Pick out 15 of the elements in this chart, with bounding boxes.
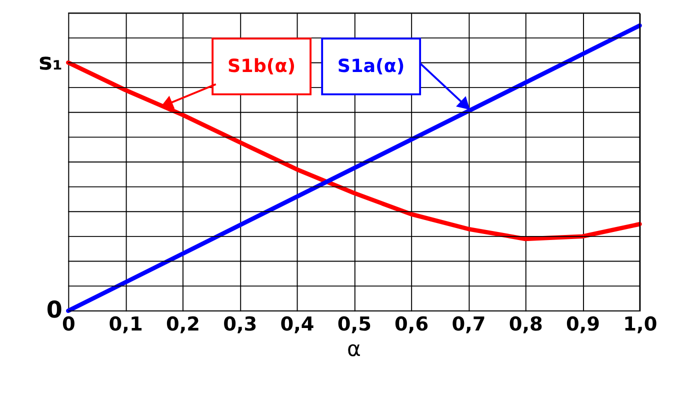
x-tick-label: 0,7	[452, 312, 486, 336]
annotation: S1b(α)	[228, 56, 296, 78]
x-tick-label: 1,0	[623, 312, 658, 336]
x-tick-label: 0,1	[108, 312, 143, 336]
x-tick-label: 0,5	[337, 312, 372, 336]
x-tick-label: 0,2	[166, 312, 200, 336]
annotation: S1a(α)	[337, 56, 405, 78]
x-tick-label: 0,8	[508, 312, 543, 336]
x-tick-label: 0,3	[223, 312, 258, 336]
x-tick-label: 0,9	[566, 312, 600, 336]
x-tick-label: 0,6	[394, 312, 429, 336]
x-tick-label: 0	[62, 312, 76, 336]
x-tick-label: 0,4	[280, 312, 314, 336]
annotation: s₁	[38, 49, 62, 76]
x-axis-title: α	[346, 336, 361, 362]
